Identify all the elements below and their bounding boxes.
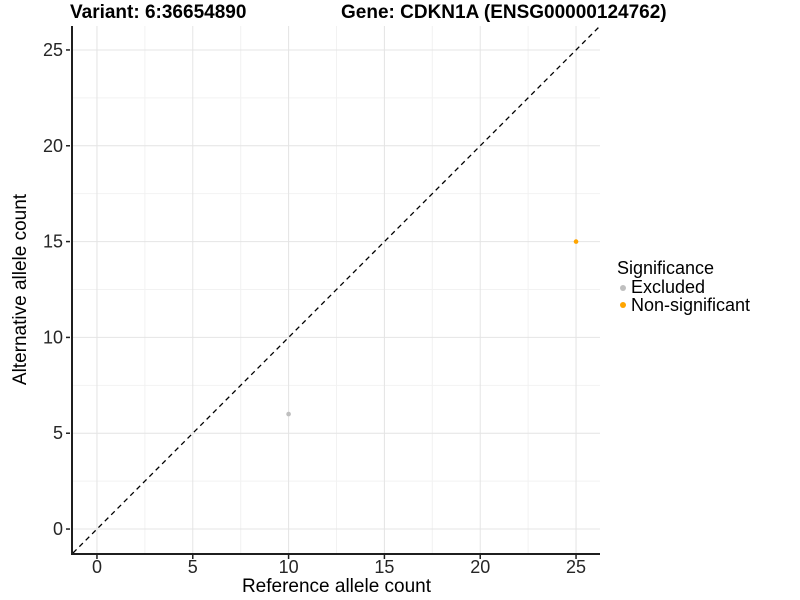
y-tick-label: 0 bbox=[53, 519, 63, 539]
x-tick-label: 15 bbox=[374, 557, 394, 577]
x-tick-label: 10 bbox=[279, 557, 299, 577]
y-axis-title: Alternative allele count bbox=[10, 193, 31, 386]
identity-line bbox=[72, 25, 601, 554]
legend-swatch bbox=[620, 302, 626, 309]
legend-swatch bbox=[620, 284, 626, 291]
y-tick-label: 5 bbox=[53, 423, 63, 443]
y-tick-label: 15 bbox=[43, 232, 63, 252]
y-tick-label: 20 bbox=[43, 136, 63, 156]
legend-items: Excluded Non-significant bbox=[617, 277, 751, 315]
legend-item-excluded: Excluded bbox=[617, 277, 750, 298]
data-point bbox=[286, 411, 291, 417]
legend-label: Non-significant bbox=[631, 294, 751, 315]
variant-title: Variant: 6:36654890 bbox=[70, 2, 247, 23]
x-tick-label: 5 bbox=[188, 557, 198, 577]
x-tick-label: 20 bbox=[470, 557, 490, 577]
legend-title: Significance bbox=[617, 258, 715, 278]
data-point bbox=[573, 239, 579, 244]
legend-label: Excluded bbox=[631, 277, 706, 298]
x-axis-title: Reference allele count bbox=[241, 576, 432, 597]
y-tick-label: 10 bbox=[43, 327, 63, 347]
legend-item-non-significant: Non-significant bbox=[617, 294, 751, 315]
y-tick-label: 25 bbox=[43, 40, 63, 60]
legend: Significance Excluded Non-significant bbox=[617, 258, 751, 315]
x-tick-label: 0 bbox=[92, 557, 102, 577]
x-tick-label: 25 bbox=[566, 557, 586, 577]
gene-title: Gene: CDKN1A (ENSG00000124762) bbox=[341, 2, 667, 23]
